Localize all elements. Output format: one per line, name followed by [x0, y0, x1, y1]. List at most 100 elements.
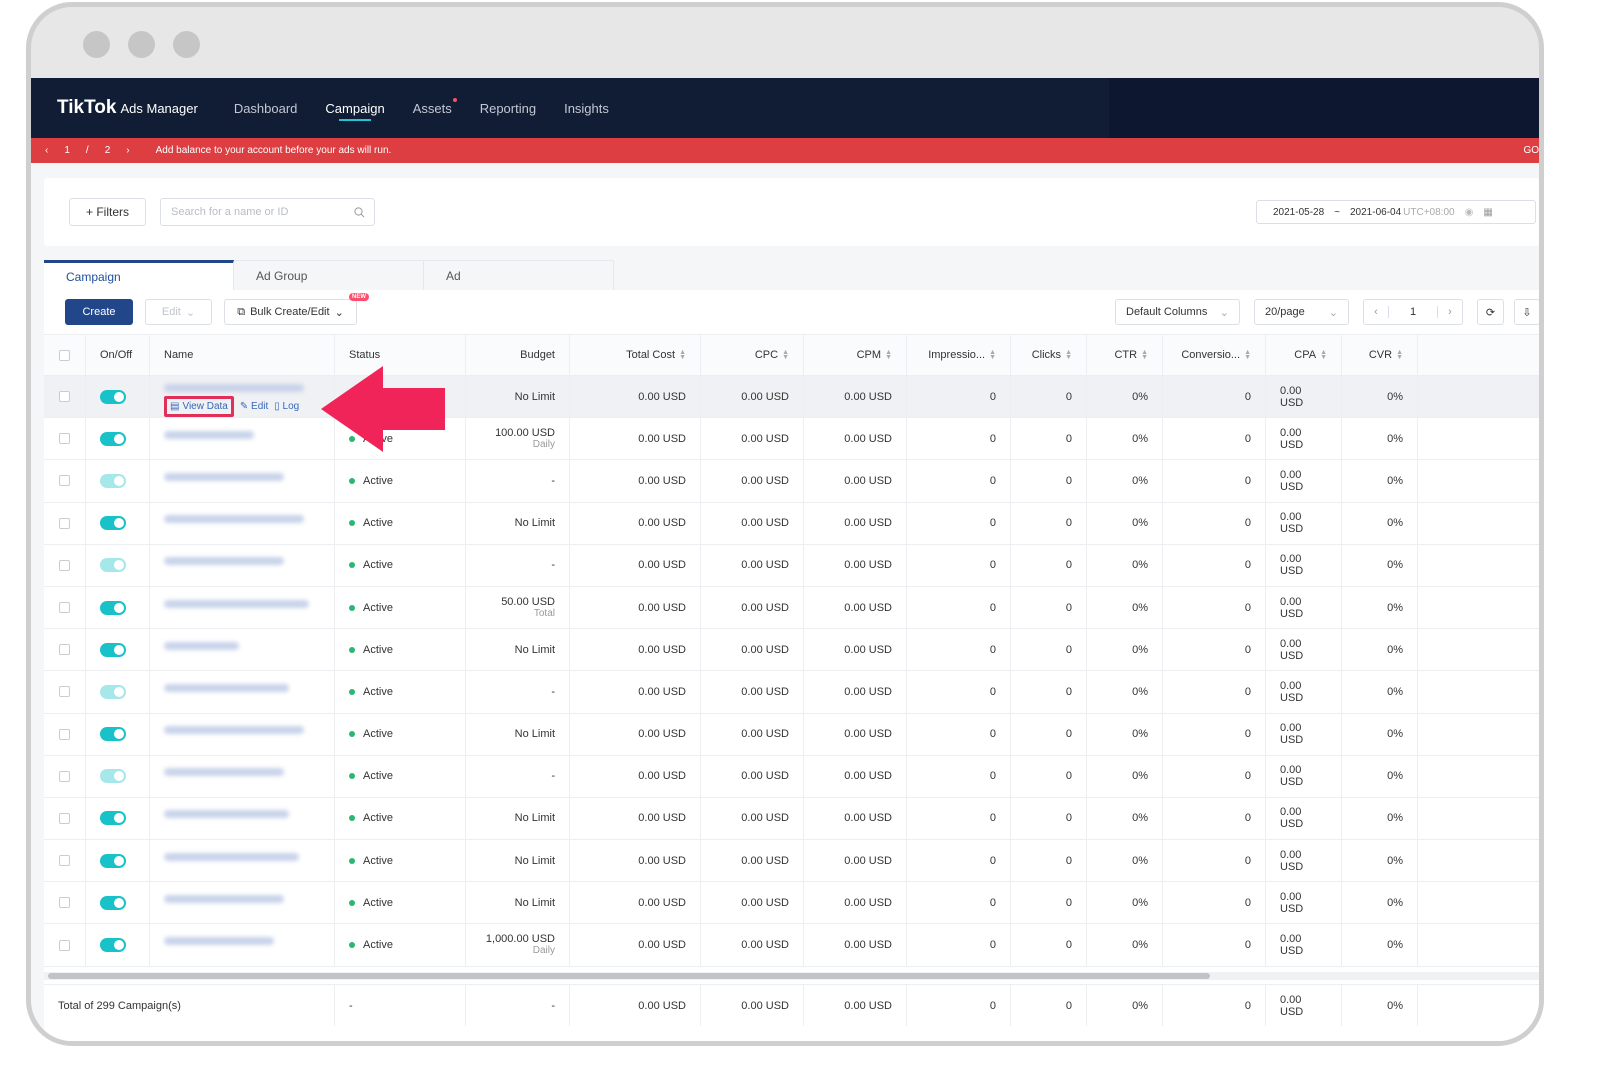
campaign-name-cell[interactable] — [150, 924, 335, 966]
campaign-toggle[interactable] — [100, 769, 126, 784]
campaign-toggle[interactable] — [100, 389, 126, 404]
view-data-link[interactable]: ▤ View Data — [164, 396, 234, 417]
campaign-toggle[interactable] — [100, 642, 126, 657]
scrollbar-thumb[interactable] — [48, 973, 1210, 979]
campaign-name-cell[interactable] — [150, 755, 335, 797]
row-checkbox[interactable] — [59, 728, 70, 740]
col-clicks[interactable]: Clicks ▲ ▼ — [1011, 335, 1087, 375]
table-row[interactable]: Active No Limit 0.00 USD 0.00 USD 0.00 USD 0 0… — [44, 797, 1539, 841]
refresh-icon[interactable]: ⟳ — [1477, 299, 1504, 325]
page-select[interactable]: 1 — [1388, 306, 1438, 318]
nav-dashboard[interactable]: Dashboard — [233, 100, 298, 116]
horizontal-scrollbar[interactable] — [44, 972, 1539, 980]
search-input[interactable]: Search for a name or ID — [160, 198, 375, 226]
campaign-name-cell[interactable] — [150, 629, 335, 671]
next-page-button[interactable]: › — [1448, 306, 1452, 318]
table-row[interactable]: Active 1,000.00 USD Daily 0.00 USD 0.00 USD 0… — [44, 924, 1539, 967]
columns-select[interactable]: Default Columns ⌄ — [1115, 299, 1240, 325]
sort-icon[interactable]: ▲ ▼ — [1244, 349, 1251, 361]
col-total-cost[interactable]: Total Cost ▲ ▼ — [570, 335, 701, 375]
table-row[interactable]: ▤ View Data ✎ Edit ▯ Log No Limit 0.00 USD 0.0… — [44, 376, 1539, 419]
row-checkbox[interactable] — [59, 517, 70, 529]
col-impressions[interactable]: Impressio... ▲ ▼ — [907, 335, 1011, 375]
nav-campaign[interactable]: Campaign — [325, 78, 385, 138]
campaign-toggle[interactable] — [100, 431, 126, 446]
filters-button[interactable]: + Filters — [69, 198, 146, 226]
row-checkbox[interactable] — [59, 391, 70, 403]
campaign-name-cell[interactable] — [150, 840, 335, 882]
tiktok-logo[interactable]: TikTok Ads Manager — [57, 97, 198, 119]
create-button[interactable]: Create — [65, 299, 133, 325]
tab-campaign[interactable]: Campaign — [44, 260, 234, 290]
sort-icon[interactable]: ▲ ▼ — [1065, 349, 1072, 361]
sort-icon[interactable]: ▲ ▼ — [989, 349, 996, 361]
col-cvr[interactable]: CVR ▲ ▼ — [1342, 335, 1418, 375]
table-row[interactable]: Active -0.00 USD 0.00 USD 0.00 USD 0 0 0% 0 0.00… — [44, 544, 1539, 587]
campaign-toggle[interactable] — [100, 684, 126, 699]
page-size-select[interactable]: 20/page ⌄ — [1254, 299, 1349, 325]
table-row[interactable]: Active No Limit 0.00 USD 0.00 USD 0.00 USD 0 0… — [44, 502, 1539, 545]
row-checkbox[interactable] — [59, 644, 70, 656]
row-checkbox[interactable] — [59, 559, 70, 571]
campaign-name-cell[interactable]: ▤ View Data ✎ Edit ▯ Log — [150, 376, 335, 418]
date-range-picker[interactable]: 2021-05-28 ~ 2021-06-04 UTC+08:00 ◉ ▦ — [1256, 200, 1536, 224]
row-checkbox[interactable] — [59, 855, 70, 867]
col-cpm[interactable]: CPM ▲ ▼ — [804, 335, 907, 375]
campaign-toggle[interactable] — [100, 727, 126, 742]
row-checkbox[interactable] — [59, 475, 70, 487]
campaign-name-cell[interactable] — [150, 797, 335, 840]
table-row[interactable]: Active No Limit 0.00 USD 0.00 USD 0.00 USD 0 0… — [44, 629, 1539, 672]
row-checkbox[interactable] — [59, 897, 70, 909]
edit-link[interactable]: ✎ Edit — [239, 401, 269, 412]
table-row[interactable]: Active -0.00 USD 0.00 USD 0.00 USD 0 0 0% 0 0.00… — [44, 460, 1539, 503]
campaign-name-cell[interactable] — [150, 418, 335, 460]
campaign-toggle[interactable] — [100, 558, 126, 573]
col-status[interactable]: Status — [335, 335, 466, 375]
col-cpa[interactable]: CPA ▲ ▼ — [1266, 335, 1342, 375]
table-row[interactable]: Active No Limit 0.00 USD 0.00 USD 0.00 USD 0 0… — [44, 840, 1539, 883]
row-checkbox[interactable] — [59, 433, 70, 445]
tab-ad-group[interactable]: Ad Group — [234, 260, 424, 290]
campaign-name-cell[interactable] — [150, 671, 335, 713]
chevron-left-icon[interactable]: ‹ — [45, 145, 49, 156]
campaign-toggle[interactable] — [100, 811, 126, 826]
campaign-name-cell[interactable] — [150, 460, 335, 502]
edit-button[interactable]: Edit ⌄ — [145, 299, 212, 325]
col-conversions[interactable]: Conversio... ▲ ▼ — [1163, 335, 1266, 375]
row-checkbox[interactable] — [59, 939, 70, 951]
window-dot-close[interactable] — [83, 31, 110, 58]
select-all-checkbox[interactable] — [59, 349, 70, 361]
export-icon[interactable]: ⇩ — [1514, 299, 1539, 325]
alert-go-link[interactable]: GO — [1523, 145, 1539, 156]
campaign-toggle[interactable] — [100, 473, 126, 488]
prev-page-button[interactable]: ‹ — [1374, 306, 1378, 318]
col-ctr[interactable]: CTR ▲ ▼ — [1087, 335, 1163, 375]
chevron-right-icon[interactable]: › — [126, 145, 130, 156]
table-row[interactable]: Active 50.00 USD Total 0.00 USD 0.00 USD 0.00… — [44, 586, 1539, 630]
table-row[interactable]: Active -0.00 USD 0.00 USD 0.00 USD 0 0 0% 0 0.00… — [44, 755, 1539, 798]
nav-assets[interactable]: Assets — [413, 78, 457, 138]
table-row[interactable]: Active No Limit 0.00 USD 0.00 USD 0.00 USD 0 0… — [44, 882, 1539, 925]
log-link[interactable]: ▯ Log — [274, 401, 300, 412]
campaign-toggle[interactable] — [100, 600, 126, 615]
row-checkbox[interactable] — [59, 686, 70, 698]
col-budget[interactable]: Budget — [466, 335, 570, 375]
window-dot-maximize[interactable] — [173, 31, 200, 58]
sort-icon[interactable]: ▲ ▼ — [679, 349, 686, 361]
campaign-name-cell[interactable] — [150, 882, 335, 924]
nav-insights[interactable]: Insights — [564, 100, 609, 116]
sort-icon[interactable]: ▲ ▼ — [1141, 349, 1148, 361]
col-cpc[interactable]: CPC ▲ ▼ — [701, 335, 804, 375]
window-dot-minimize[interactable] — [128, 31, 155, 58]
row-checkbox[interactable] — [59, 812, 70, 824]
campaign-name-cell[interactable] — [150, 586, 335, 629]
sort-icon[interactable]: ▲ ▼ — [1320, 349, 1327, 361]
campaign-name-cell[interactable] — [150, 713, 335, 755]
campaign-toggle[interactable] — [100, 516, 126, 531]
bulk-create-edit-button[interactable]: ⧉ Bulk Create/Edit ⌄ — [224, 299, 357, 325]
sort-icon[interactable]: ▲ ▼ — [1396, 349, 1403, 361]
campaign-name-cell[interactable] — [150, 544, 335, 586]
campaign-toggle[interactable] — [100, 938, 126, 953]
tab-ad[interactable]: Ad — [424, 260, 614, 290]
